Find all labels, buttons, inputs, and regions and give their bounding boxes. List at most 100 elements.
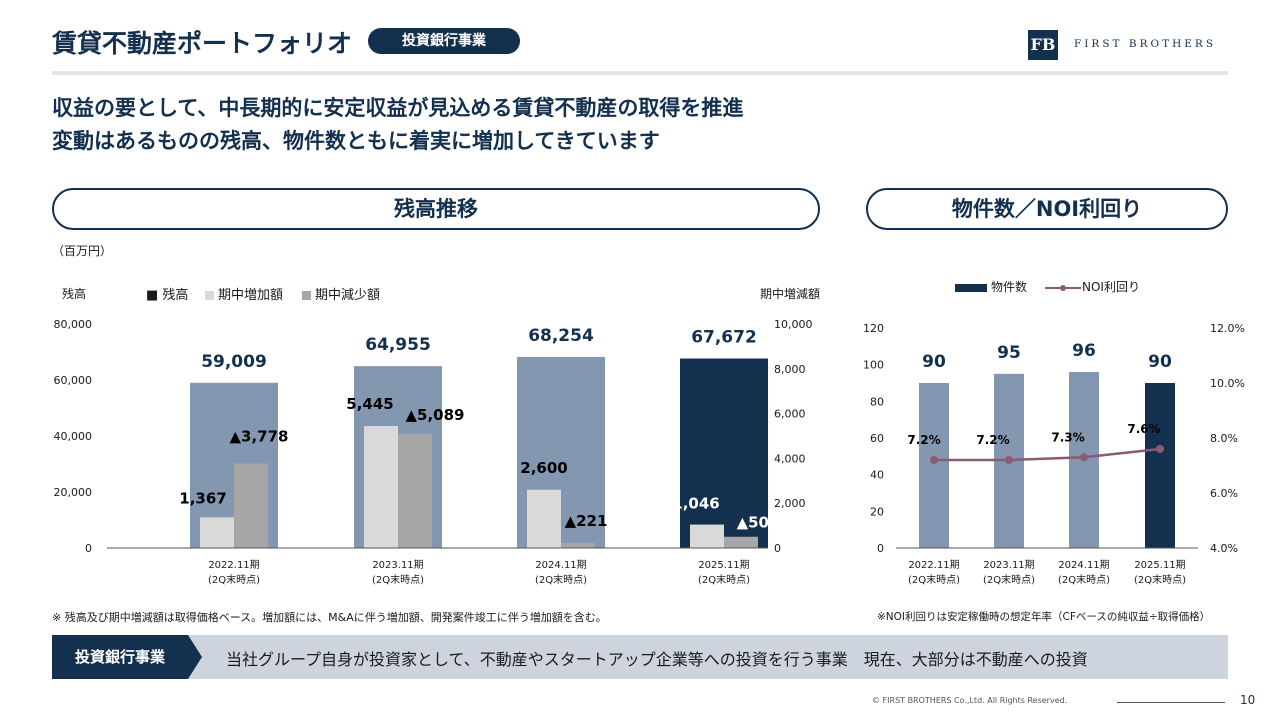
legend-decrease-label: 期中減少額 — [315, 288, 381, 303]
left-y-tick-label: 100 — [863, 359, 884, 372]
legend-property-count: 物件数 — [955, 278, 1027, 295]
decrease-value-label: ▲5,089 — [406, 406, 465, 424]
decrease-bar — [724, 536, 758, 548]
increase-bar — [364, 426, 398, 548]
footer-rule — [1117, 702, 1225, 703]
x-tick-label: 2025.11期 — [698, 559, 749, 571]
copyright: © FIRST BROTHERS Co.,Ltd. All Rights Res… — [872, 696, 1068, 705]
noi-yield-point — [1080, 453, 1088, 462]
left-y-tick-label: 60,000 — [54, 374, 93, 387]
legend-decrease: 期中減少額 — [302, 284, 380, 303]
decrease-value-label: ▲503 — [737, 514, 780, 532]
x-tick-sublabel: (2Q末時点) — [983, 573, 1035, 586]
decrease-bar — [234, 463, 268, 548]
increase-value-label: 5,445 — [346, 395, 393, 413]
left-y-tick-label: 0 — [877, 542, 884, 555]
x-tick-label: 2022.11期 — [208, 559, 259, 571]
left-y-tick-label: 80 — [870, 395, 884, 408]
header-divider — [52, 71, 1228, 75]
properties-section-title: 物件数／NOI利回り — [866, 188, 1228, 230]
right-y-tick-label: 6,000 — [774, 408, 806, 421]
right-y-tick-label: 4,000 — [774, 452, 806, 465]
x-tick-sublabel: (2Q末時点) — [535, 573, 587, 586]
segment-banner-text: 当社グループ自身が投資家として、不動産やスタートアップ企業等への投資を行う事業 … — [226, 650, 1088, 669]
x-tick-label: 2023.11期 — [372, 559, 423, 571]
right-y-tick-label: 8,000 — [774, 363, 806, 376]
balance-footnote: ※ 残高及び期中増減額は取得価格ベース。増加額には、M&Aに伴う増加額、開発案件… — [52, 611, 607, 624]
left-y-tick-label: 40,000 — [54, 430, 93, 443]
x-tick-sublabel: (2Q末時点) — [1134, 573, 1186, 586]
noi-yield-label: 7.6% — [1127, 422, 1160, 436]
noi-yield-line — [934, 447, 1161, 462]
right-y-tick-label: 0 — [774, 542, 781, 555]
x-tick-sublabel: (2Q末時点) — [698, 573, 750, 586]
balance-value-label: 64,955 — [365, 335, 431, 355]
right-y-tick-label: 10,000 — [774, 318, 813, 331]
legend-increase: 期中増加額 — [205, 284, 283, 303]
legend-noi-yield-label: NOI利回り — [1082, 280, 1140, 294]
property-count-label: 95 — [997, 343, 1021, 363]
segment-banner — [52, 635, 1228, 679]
unit-label: （百万円） — [52, 244, 113, 258]
legend-increase-swatch — [205, 291, 214, 300]
left-y-tick-label: 40 — [870, 469, 884, 482]
balance-chart: 0 20,000 40,000 60,000 80,000 0 2,000 4,000 6,00… — [54, 318, 813, 586]
noi-yield-point — [1156, 445, 1164, 453]
increase-value-label: 2,600 — [520, 459, 567, 477]
legend-property-count-swatch — [955, 283, 987, 292]
property-count-label: 96 — [1072, 341, 1096, 361]
right-y-tick-label: 6.0% — [1210, 487, 1238, 500]
noi-yield-point — [930, 456, 938, 464]
increase-bar — [527, 489, 561, 548]
left-y-tick-label: 120 — [863, 322, 884, 335]
properties-chart: 0 20 40 60 80 100 120 4.0% 6.0% 8.0% 10.0% 12.0% 90 9… — [863, 322, 1245, 586]
legend-noi-yield: NOI利回り — [1044, 278, 1140, 295]
property-count-bar — [919, 383, 949, 548]
decrease-bar — [398, 434, 432, 548]
x-tick-label: 2023.11期 — [983, 559, 1034, 571]
property-count-label: 90 — [922, 352, 946, 372]
increase-value-label: 1,046 — [672, 495, 719, 513]
right-axis-label: 期中増減額 — [760, 287, 821, 301]
company-logo-text: FIRST BROTHERS — [1074, 38, 1217, 50]
x-tick-label: 2024.11期 — [1058, 559, 1109, 571]
left-y-tick-label: 0 — [85, 542, 92, 555]
noi-yield-label: 7.3% — [1051, 430, 1084, 444]
increase-bar — [200, 517, 234, 548]
property-count-bar — [1145, 383, 1175, 548]
x-tick-sublabel: (2Q末時点) — [372, 573, 424, 586]
balance-value-label: 59,009 — [201, 352, 267, 372]
noi-yield-label: 7.2% — [907, 433, 940, 447]
page-number: 10 — [1240, 693, 1256, 707]
x-tick-label: 2024.11期 — [535, 559, 586, 571]
segment-banner-tag-shape — [52, 635, 202, 679]
segment-tag: 投資銀行事業 — [368, 28, 520, 54]
increase-bar — [690, 524, 724, 548]
left-y-tick-label: 20 — [870, 505, 884, 518]
noi-yield-point — [1005, 456, 1013, 464]
left-axis-label: 残高 — [62, 287, 87, 301]
x-tick-label: 2022.11期 — [908, 559, 959, 571]
x-tick-sublabel: (2Q末時点) — [1058, 573, 1110, 586]
noi-footnote: ※NOI利回りは安定稼働時の想定年率（CFベースの純収益÷取得価格） — [877, 611, 1211, 623]
legend-property-count-label: 物件数 — [991, 280, 1028, 294]
legend-increase-label: 期中増加額 — [218, 288, 284, 303]
property-count-label: 90 — [1148, 352, 1172, 372]
right-y-tick-label: 8.0% — [1210, 432, 1238, 445]
legend-noi-yield-swatch — [1045, 284, 1081, 291]
page-title: 賃貸不動産ポートフォリオ — [52, 29, 353, 58]
left-y-tick-label: 60 — [870, 432, 884, 445]
lead-line-2: 変動はあるものの残高、物件数ともに着実に増加してきています — [52, 129, 660, 153]
legend-decrease-swatch — [302, 291, 311, 300]
noi-yield-label: 7.2% — [976, 433, 1009, 447]
company-logo-mark: FB — [1028, 30, 1058, 60]
left-y-tick-label: 80,000 — [54, 318, 93, 331]
balance-value-label: 67,672 — [691, 328, 757, 348]
legend-balance: ■ 残高 — [146, 288, 189, 303]
increase-value-label: 1,367 — [179, 489, 226, 507]
right-y-tick-label: 2,000 — [774, 497, 806, 510]
decrease-bar — [561, 543, 595, 548]
balance-bar — [680, 358, 768, 548]
right-y-tick-label: 12.0% — [1210, 322, 1245, 335]
decrease-value-label: ▲3,778 — [230, 427, 289, 445]
